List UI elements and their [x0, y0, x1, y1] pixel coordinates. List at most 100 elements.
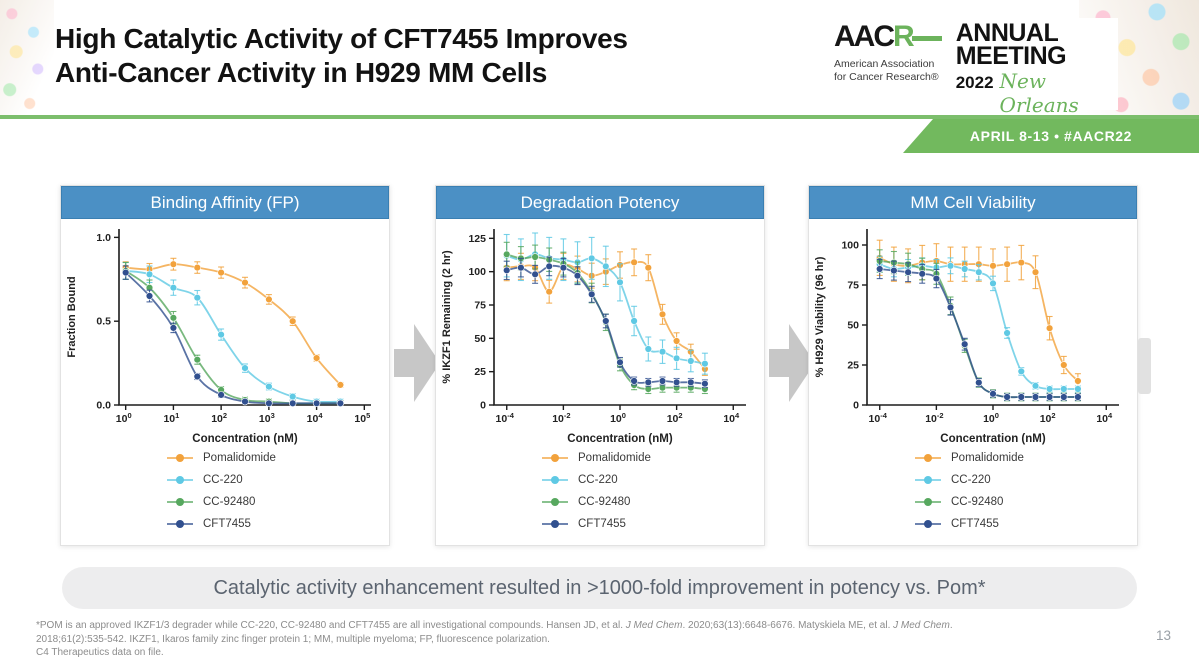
svg-text:10-4: 10-4: [869, 411, 888, 425]
aacr-logo-acronym-block: AACR American Association for Cancer Res…: [834, 22, 948, 106]
aacr-letters-green: R: [893, 20, 915, 53]
legend-marker-icon: [542, 454, 568, 463]
svg-text:104: 104: [307, 411, 324, 425]
legend-label: CC-220: [203, 474, 243, 486]
legend-label: CFT7455: [951, 518, 999, 530]
svg-text:50: 50: [847, 320, 859, 332]
svg-text:104: 104: [1096, 411, 1113, 425]
svg-text:0: 0: [480, 400, 486, 412]
svg-text:100: 100: [983, 411, 999, 425]
svg-text:102: 102: [667, 411, 683, 425]
svg-text:10-2: 10-2: [925, 411, 943, 425]
svg-text:% IKZF1 Remaining (2 hr): % IKZF1 Remaining (2 hr): [441, 250, 453, 384]
svg-text:104: 104: [723, 411, 740, 425]
legend-item: Pomalidomide: [167, 447, 389, 469]
flow-arrow-icon: [394, 324, 440, 402]
header-divider-rule: [0, 115, 1199, 119]
aacr-org-line1: American Association: [834, 58, 935, 70]
svg-text:100: 100: [610, 411, 626, 425]
binding-affinity-card-title: Binding Affinity (FP): [61, 186, 389, 219]
legend-marker-icon: [542, 498, 568, 507]
svg-text:0: 0: [853, 400, 859, 412]
degradation-potency-card: Degradation Potency 0 25 50 75 100 125 10-4 10-…: [435, 185, 765, 546]
legend-marker-icon: [915, 476, 941, 485]
legend-label: Pomalidomide: [578, 452, 651, 464]
svg-text:100: 100: [116, 411, 132, 425]
svg-text:103: 103: [259, 411, 275, 425]
degradation-potency-chart: 0 25 50 75 100 125 10-4 10-2 100 102 104 Concentrat…: [436, 219, 766, 447]
svg-text:125: 125: [468, 233, 486, 245]
legend-label: Pomalidomide: [203, 452, 276, 464]
legend-marker-icon: [167, 454, 193, 463]
legend-marker-icon: [167, 498, 193, 507]
svg-text:25: 25: [474, 366, 486, 378]
legend-item: Pomalidomide: [915, 447, 1137, 469]
legend-item: CFT7455: [167, 513, 389, 535]
legend-item: CC-92480: [167, 491, 389, 513]
degradation-potency-legend: Pomalidomide CC-220 CC-92480 CFT7455: [436, 447, 764, 545]
svg-text:0.5: 0.5: [96, 316, 111, 328]
mm-cell-viability-chart: 0 25 50 75 100 10-4 10-2 100 102 104 Concentration…: [809, 219, 1139, 447]
flow-arrow-shaft: [394, 349, 414, 377]
slide-header: High Catalytic Activity of CFT7455 Impro…: [0, 0, 1199, 119]
aacr-letters-black: AAC: [834, 20, 895, 53]
svg-text:Fraction Bound: Fraction Bound: [66, 276, 78, 357]
binding-affinity-card: Binding Affinity (FP) 0.0 0.5 1.0 100 101 102…: [60, 185, 390, 546]
svg-text:Concentration (nM): Concentration (nM): [940, 433, 1046, 445]
chart-canvas: 0.0 0.5 1.0 100 101 102 103 104 105 Concentration…: [66, 229, 371, 445]
event-city: New Orleans: [999, 69, 1079, 117]
event-line-meeting: MEETING: [955, 42, 1067, 70]
svg-text:1.0: 1.0: [96, 232, 111, 244]
mm-cell-viability-card-title: MM Cell Viability: [809, 186, 1137, 219]
legend-marker-icon: [167, 520, 193, 529]
event-date-text: APRIL 8-13 • #AACR22: [969, 128, 1133, 144]
legend-label: CC-92480: [578, 496, 631, 508]
svg-text:105: 105: [354, 411, 370, 425]
legend-marker-icon: [167, 476, 193, 485]
legend-label: CFT7455: [203, 518, 251, 530]
page-title-line2: Anti-Cancer Activity in H929 MM Cells: [55, 57, 547, 88]
legend-marker-icon: [915, 498, 941, 507]
card-title-label: MM Cell Viability: [910, 192, 1036, 212]
page-title-line1: High Catalytic Activity of CFT7455 Impro…: [55, 23, 628, 54]
svg-text:Concentration (nM): Concentration (nM): [192, 433, 298, 445]
legend-label: CFT7455: [578, 518, 626, 530]
svg-text:75: 75: [847, 280, 859, 292]
legend-item: CC-92480: [542, 491, 764, 513]
svg-text:100: 100: [841, 240, 859, 252]
event-year: 2022: [955, 73, 994, 92]
page-number: 13: [1155, 628, 1171, 643]
svg-text:Concentration (nM): Concentration (nM): [567, 433, 673, 445]
binding-affinity-chart: 0.0 0.5 1.0 100 101 102 103 104 105 Concentration…: [61, 219, 391, 447]
legend-label: CC-220: [578, 474, 618, 486]
aacr-org-name: American Association for Cancer Research…: [834, 58, 948, 83]
mm-cell-viability-legend: Pomalidomide CC-220 CC-92480 CFT7455: [809, 447, 1137, 545]
svg-text:10-2: 10-2: [552, 411, 570, 425]
prism-decoration-left: [0, 0, 54, 115]
aacr-logo-letters: AACR: [834, 22, 948, 52]
legend-marker-icon: [915, 520, 941, 529]
svg-text:% H929 Viability (96 hr): % H929 Viability (96 hr): [814, 256, 826, 377]
annual-meeting-block: ANNUAL MEETING 2022 New Orleans: [955, 21, 1112, 118]
event-date-ribbon: APRIL 8-13 • #AACR22: [903, 119, 1199, 153]
legend-label: CC-92480: [951, 496, 1004, 508]
card-title-label: Degradation Potency: [520, 192, 680, 212]
aacr-logo: AACR American Association for Cancer Res…: [828, 18, 1118, 118]
legend-item: CFT7455: [915, 513, 1137, 535]
aacr-org-line2: for Cancer Research®: [834, 70, 939, 83]
flow-arrow-shaft: [769, 349, 789, 377]
legend-item: CC-220: [915, 469, 1137, 491]
page-title: High Catalytic Activity of CFT7455 Impro…: [55, 22, 628, 90]
legend-marker-icon: [542, 520, 568, 529]
legend-item: CC-220: [542, 469, 764, 491]
svg-text:75: 75: [474, 300, 486, 312]
aacr-logo-dash: [912, 36, 942, 41]
svg-text:25: 25: [847, 360, 859, 372]
legend-item: CC-220: [167, 469, 389, 491]
mm-cell-viability-card: MM Cell Viability 0 25 50 75 100 10-4 10-2 100 1…: [808, 185, 1138, 546]
svg-text:0.0: 0.0: [96, 400, 111, 412]
degradation-potency-card-title: Degradation Potency: [436, 186, 764, 219]
legend-marker-icon: [542, 476, 568, 485]
svg-text:50: 50: [474, 333, 486, 345]
next-slide-indicator[interactable]: [1138, 338, 1151, 394]
